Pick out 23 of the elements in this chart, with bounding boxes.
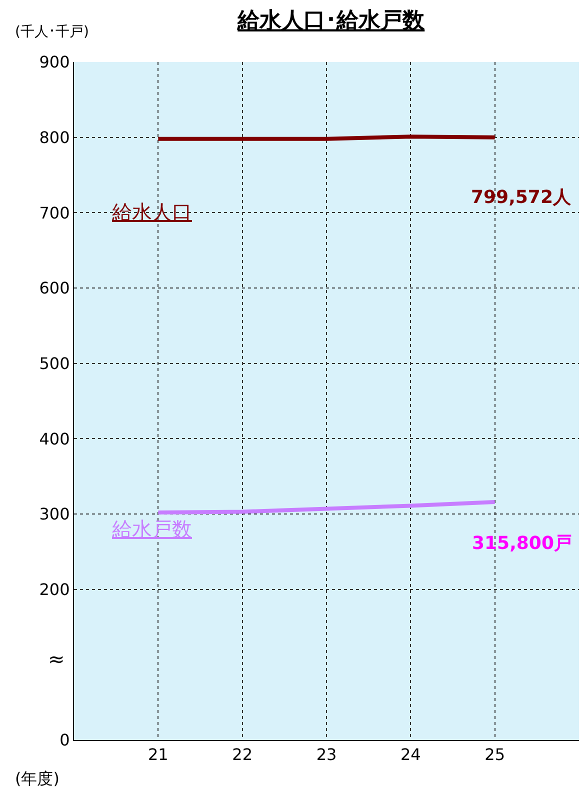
text: ≈ — [48, 647, 65, 671]
annotation: 315,800戸 — [472, 533, 572, 554]
y-tick-label: 700 — [39, 203, 70, 222]
y-tick-label: 300 — [39, 504, 70, 524]
y-tick-label: 0 — [60, 730, 70, 750]
chart-title: 給水人口･給水戸数 — [236, 8, 426, 34]
annotation: 799,572人 — [471, 187, 572, 208]
line-series — [156, 500, 497, 514]
y-tick-label: 900 — [39, 52, 70, 72]
x-tick-label: 22 — [232, 745, 253, 764]
y-tick-label: 800 — [39, 128, 70, 147]
y-tick-label: 500 — [39, 354, 70, 373]
series-label: 給水戸数 — [111, 517, 192, 541]
y-tick-label: 200 — [39, 580, 70, 599]
x-tick-label: 21 — [148, 745, 168, 764]
y-tick-label: 400 — [39, 429, 70, 448]
x-axis-title: (年度) — [15, 769, 60, 788]
y-tick-label: 600 — [39, 278, 70, 298]
x-tick-label: 24 — [400, 745, 421, 764]
text: 給水人口 — [111, 200, 192, 224]
x-tick-label: 23 — [316, 745, 337, 764]
y-axis-title: (千人･千戸) — [15, 24, 89, 40]
x-tick-label: 25 — [484, 745, 506, 764]
